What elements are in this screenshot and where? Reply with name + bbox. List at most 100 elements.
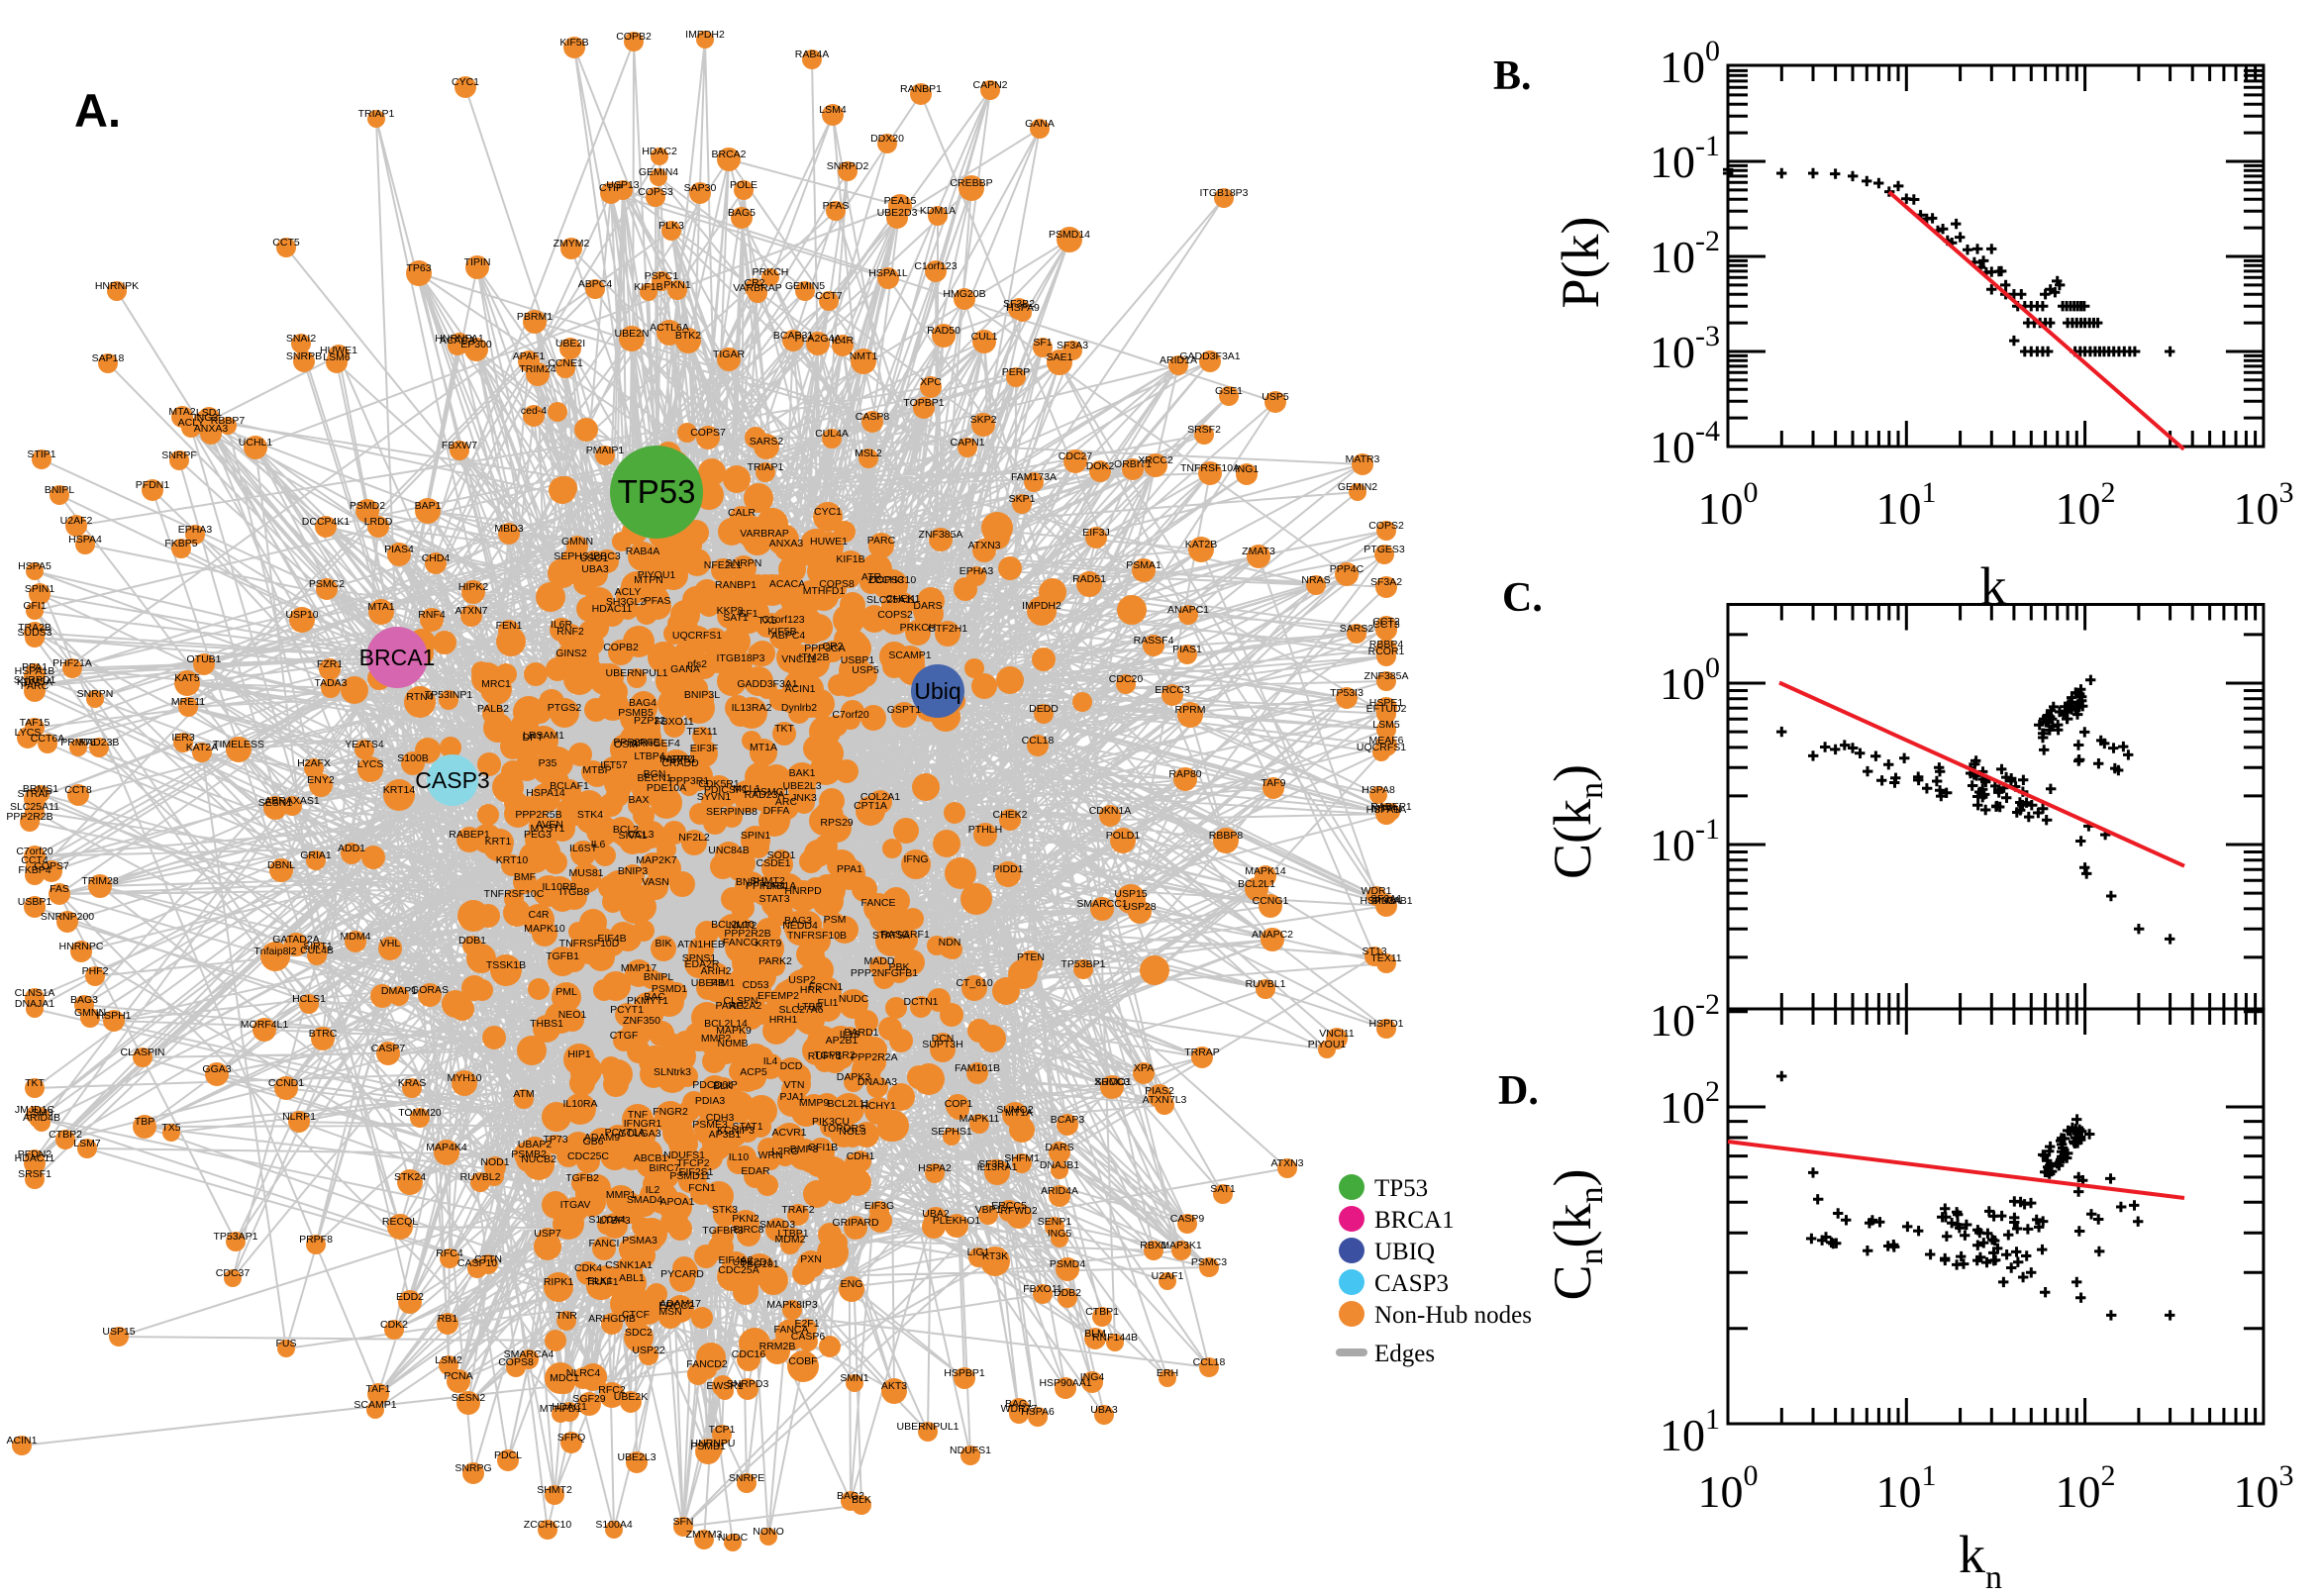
svg-text:HDAC11: HDAC11 xyxy=(592,603,633,615)
svg-text:TOPBP1: TOPBP1 xyxy=(903,397,944,409)
svg-text:USP13: USP13 xyxy=(606,179,639,191)
svg-text:UQCRFS1: UQCRFS1 xyxy=(1357,742,1406,753)
svg-text:LSM4: LSM4 xyxy=(819,104,847,116)
svg-text:MAP4K4: MAP4K4 xyxy=(426,1142,467,1153)
svg-text:NOD1: NOD1 xyxy=(480,1156,509,1168)
svg-text:UNC84B: UNC84B xyxy=(708,845,749,856)
svg-text:MMP2: MMP2 xyxy=(701,1033,731,1045)
svg-text:D.: D. xyxy=(1498,1068,1539,1114)
svg-text:CUL4A: CUL4A xyxy=(815,428,849,440)
svg-text:FAM101B: FAM101B xyxy=(955,1062,1000,1074)
svg-text:TGFB2: TGFB2 xyxy=(565,1172,599,1184)
svg-text:IFT57: IFT57 xyxy=(600,759,628,771)
svg-text:CDKN1A: CDKN1A xyxy=(1089,805,1132,817)
svg-text:SIN3A: SIN3A xyxy=(1371,895,1401,907)
svg-text:NLRP1: NLRP1 xyxy=(282,1111,316,1123)
svg-text:CCNG1: CCNG1 xyxy=(1253,895,1289,907)
svg-text:PSMD11: PSMD11 xyxy=(669,1170,710,1182)
svg-text:MDM2: MDM2 xyxy=(775,1234,806,1246)
svg-text:HSP90AA1: HSP90AA1 xyxy=(1039,1377,1091,1389)
svg-text:Dynlrb2: Dynlrb2 xyxy=(781,702,817,714)
svg-text:C7orf20: C7orf20 xyxy=(832,709,869,721)
svg-text:MAPK14: MAPK14 xyxy=(1245,865,1286,877)
svg-text:GOLGA3: GOLGA3 xyxy=(618,1128,660,1140)
svg-text:CLSPN: CLSPN xyxy=(723,995,758,1007)
svg-text:GMNN: GMNN xyxy=(74,1007,106,1019)
svg-text:TP53: TP53 xyxy=(618,473,696,510)
svg-text:MRE11: MRE11 xyxy=(171,696,205,708)
svg-text:VHL: VHL xyxy=(380,938,401,949)
svg-text:XRCC3: XRCC3 xyxy=(1094,1076,1130,1088)
svg-text:EDA2R: EDA2R xyxy=(684,958,719,970)
svg-text:UBE4B: UBE4B xyxy=(691,977,725,989)
svg-text:LRSAM1: LRSAM1 xyxy=(523,730,564,742)
svg-text:PSMB2: PSMB2 xyxy=(511,1148,547,1160)
svg-text:TP63: TP63 xyxy=(406,262,431,274)
svg-text:KDM1A: KDM1A xyxy=(920,205,956,217)
svg-text:ATN1HEB: ATN1HEB xyxy=(677,939,725,950)
svg-text:HSPA5: HSPA5 xyxy=(18,560,51,572)
svg-text:STAT1: STAT1 xyxy=(732,1121,762,1133)
svg-text:RAD51: RAD51 xyxy=(1072,573,1106,585)
svg-text:TIPIN: TIPIN xyxy=(464,256,491,268)
svg-text:TBP: TBP xyxy=(135,1116,154,1128)
svg-text:DBNL: DBNL xyxy=(267,859,295,871)
svg-text:SFN: SFN xyxy=(673,1516,694,1528)
svg-text:BCL2L14: BCL2L14 xyxy=(704,1018,748,1030)
svg-text:ABRAXAS1: ABRAXAS1 xyxy=(264,795,320,807)
svg-text:TRRAP: TRRAP xyxy=(1184,1047,1220,1058)
svg-text:STIP1: STIP1 xyxy=(27,449,55,460)
svg-text:UBE2D1: UBE2D1 xyxy=(733,1256,773,1268)
svg-text:PSMD14: PSMD14 xyxy=(1049,229,1090,241)
svg-text:GRIPARD: GRIPARD xyxy=(832,1217,878,1229)
svg-text:RASGRF1: RASGRF1 xyxy=(880,929,930,941)
svg-text:NDUFS1: NDUFS1 xyxy=(950,1445,991,1456)
svg-text:MAPK11: MAPK11 xyxy=(960,1113,1000,1125)
svg-text:LSM6: LSM6 xyxy=(323,351,351,363)
svg-text:SF1: SF1 xyxy=(739,608,758,620)
svg-text:AP3B1: AP3B1 xyxy=(709,1129,742,1141)
svg-text:PSMD4: PSMD4 xyxy=(1050,1258,1085,1270)
svg-text:FAS: FAS xyxy=(50,883,69,895)
svg-text:NUMB: NUMB xyxy=(718,1038,749,1049)
svg-text:KKP8: KKP8 xyxy=(717,605,744,617)
svg-text:POLD1: POLD1 xyxy=(1106,830,1141,842)
svg-text:CTBP2: CTBP2 xyxy=(49,1129,82,1141)
svg-text:SEPHS1: SEPHS1 xyxy=(931,1126,972,1138)
svg-text:LRDD: LRDD xyxy=(364,516,393,528)
svg-text:CDC37: CDC37 xyxy=(216,1267,251,1279)
svg-text:SNRPD2: SNRPD2 xyxy=(827,160,869,172)
svg-text:COP1: COP1 xyxy=(945,1098,973,1110)
svg-text:UBE2L3: UBE2L3 xyxy=(782,780,821,792)
svg-text:SUMO1: SUMO1 xyxy=(1094,1076,1132,1088)
svg-text:OTUB1: OTUB1 xyxy=(186,653,221,665)
svg-text:C4R: C4R xyxy=(528,909,549,921)
svg-text:MBD3: MBD3 xyxy=(494,523,523,535)
svg-text:PPP2R5B: PPP2R5B xyxy=(515,809,561,821)
svg-text:HSP90AB1: HSP90AB1 xyxy=(1360,895,1412,907)
svg-text:FNGR2: FNGR2 xyxy=(653,1106,688,1118)
svg-text:MTA1: MTA1 xyxy=(367,601,394,613)
svg-text:RNF2: RNF2 xyxy=(556,626,584,638)
svg-text:TGFBR3: TGFBR3 xyxy=(702,1225,744,1237)
svg-text:PSMC1: PSMC1 xyxy=(754,786,789,798)
svg-text:UBE2I: UBE2I xyxy=(556,338,585,349)
svg-text:STAT3: STAT3 xyxy=(758,893,789,905)
svg-text:EDAR: EDAR xyxy=(741,1165,770,1177)
svg-text:TRIAP1: TRIAP1 xyxy=(748,461,784,473)
svg-text:KIF5B: KIF5B xyxy=(767,626,796,638)
svg-text:EP300: EP300 xyxy=(460,339,492,350)
svg-text:CASP7: CASP7 xyxy=(371,1043,406,1054)
svg-text:TAF15: TAF15 xyxy=(20,717,50,729)
svg-text:LIG1: LIG1 xyxy=(967,1247,990,1258)
svg-text:KRT10: KRT10 xyxy=(496,854,529,866)
svg-text:SIVA1: SIVA1 xyxy=(619,830,648,842)
svg-text:UBE2N: UBE2N xyxy=(614,328,649,340)
svg-text:SERPINB8: SERPINB8 xyxy=(706,806,758,818)
svg-text:PPP2R5E: PPP2R5E xyxy=(613,737,659,748)
svg-text:RAB4A: RAB4A xyxy=(626,546,659,557)
svg-text:COPS3: COPS3 xyxy=(638,186,673,198)
svg-text:PPP2R4: PPP2R4 xyxy=(746,880,785,892)
svg-text:TSG101: TSG101 xyxy=(740,1258,778,1270)
svg-text:PARC: PARC xyxy=(867,535,896,547)
